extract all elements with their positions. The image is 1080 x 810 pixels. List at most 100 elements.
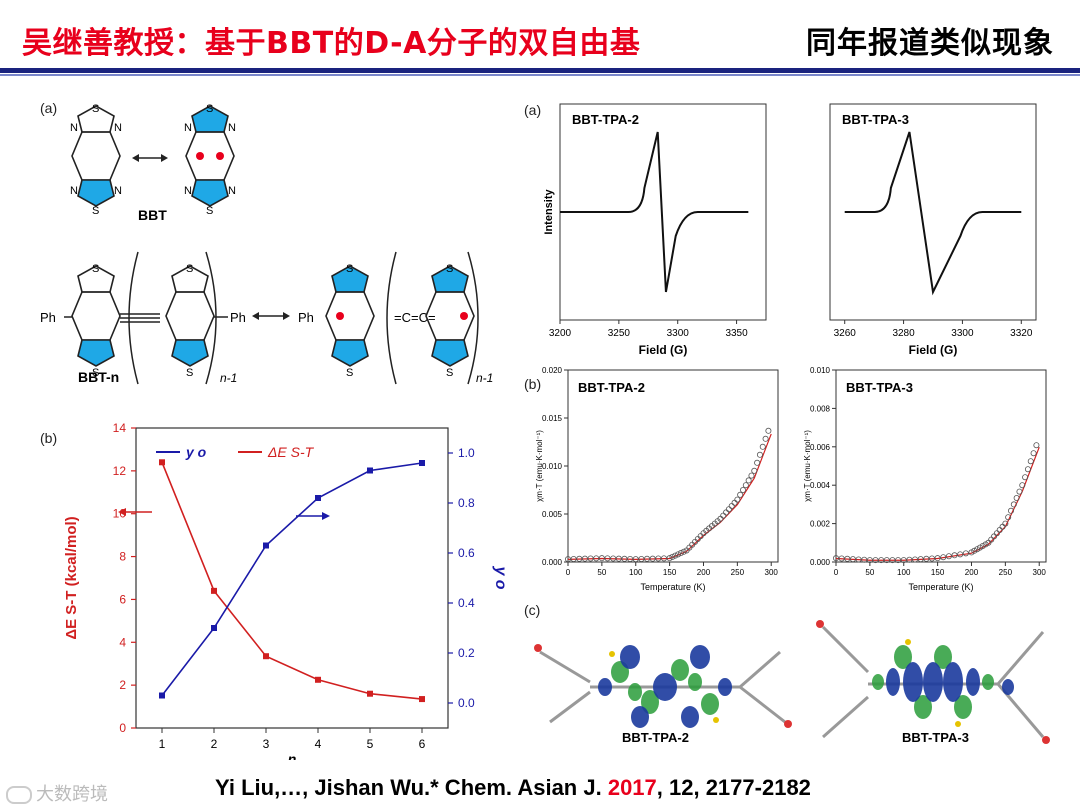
left-tick-label: 14	[113, 421, 127, 435]
data-point	[615, 555, 622, 562]
x-axis-label: Field (G)	[909, 343, 958, 357]
data-point	[1019, 482, 1026, 489]
data-point	[906, 556, 913, 563]
data-point	[861, 556, 868, 563]
x-tick-label: 100	[629, 568, 643, 577]
citation-volume-pages: , 12, 2177-2182	[656, 775, 811, 800]
atom-s-label: S	[186, 263, 193, 275]
atom-n-label: N	[228, 185, 236, 197]
data-point	[928, 555, 935, 562]
x-tick-label: 3350	[725, 328, 748, 339]
chi-t-plot-bbt-tpa-3: BBT-TPA-3 0.000 0.002 0.004 0.006 0.008 0.010 0…	[803, 366, 1047, 592]
plot-frame	[567, 369, 779, 563]
data-point	[1002, 520, 1009, 527]
atom-s-label: S	[206, 103, 213, 115]
bbt-structures: N N S N N S N N S N N S BBT S S Ph	[40, 103, 493, 385]
data-point	[1013, 494, 1020, 501]
data-point	[957, 551, 964, 558]
repeat-label: n-1	[220, 371, 237, 385]
chi-t-plot-bbt-tpa-2: BBT-TPA-2 0.000 0.005 0.010 0.015 0.020 0 50 100…	[535, 366, 779, 592]
x-tick-label: 3300	[667, 328, 690, 339]
x-axis-label: Field (G)	[639, 343, 688, 357]
data-point	[666, 555, 673, 562]
left-tick-label: 4	[119, 635, 126, 649]
legend-label-dest: ΔE S-T	[267, 444, 315, 460]
data-point	[649, 555, 656, 562]
data-point	[833, 555, 840, 562]
orbital-image-bbt-tpa-2	[534, 644, 792, 728]
data-point	[610, 555, 617, 562]
orbital-label-left: BBT-TPA-2	[622, 730, 689, 745]
left-axis-label: ΔE S-T (kcal/mol)	[63, 516, 80, 639]
bbt-label: BBT	[138, 207, 167, 223]
x-tick-label: 150	[931, 568, 945, 577]
atom-s-label: S	[446, 263, 453, 275]
data-point	[581, 555, 588, 562]
slide-header: 吴继善教授：基于BBT的D-A分子的双自由基 同年报道类似现象	[0, 0, 1080, 76]
data-point	[756, 451, 763, 458]
data-point	[866, 557, 873, 564]
citation-authors: Yi Liu,…, Jishan Wu.* Chem. Asian J.	[215, 775, 608, 800]
fit-line	[567, 433, 772, 560]
data-point	[945, 553, 952, 560]
y-tick-label: 0.010	[542, 462, 563, 471]
data-point	[838, 555, 845, 562]
left-tick-label: 2	[119, 678, 126, 692]
resonance-arrow	[132, 154, 168, 162]
x-tick-label: 3320	[1010, 328, 1033, 339]
cumulene-label: =C=C=	[394, 310, 436, 325]
data-point	[677, 550, 684, 557]
data-point	[565, 556, 572, 563]
x-tick-label: 50	[597, 568, 606, 577]
data-point-yo	[263, 542, 269, 549]
plot-title: BBT-TPA-2	[572, 112, 639, 127]
y-axis-label: Intensity	[543, 189, 555, 235]
data-point	[731, 499, 738, 506]
x-tick-label: 6	[419, 737, 426, 751]
right-tick-label: 0.2	[458, 646, 475, 660]
series-line-dest	[161, 461, 423, 700]
data-point	[849, 556, 856, 563]
epr-signal-line	[560, 131, 749, 293]
data-point	[720, 512, 727, 519]
atom-s-label: S	[346, 367, 353, 379]
data-point	[680, 548, 687, 555]
data-point	[889, 557, 896, 564]
x-tick-label: 3300	[951, 328, 974, 339]
panel-label-c-right: (c)	[524, 602, 541, 618]
plot-frame	[135, 427, 449, 729]
x-tick-label: 0	[566, 568, 571, 577]
data-point	[675, 551, 682, 558]
right-tick-label: 0.8	[458, 496, 475, 510]
data-point	[570, 555, 577, 562]
atom-s-label: S	[346, 263, 353, 275]
left-tick-label: 0	[119, 721, 126, 735]
data-point-yo	[159, 692, 165, 699]
data-point	[900, 557, 907, 564]
data-point	[734, 496, 741, 503]
x-tick-label: 5	[367, 737, 374, 751]
data-point	[1022, 474, 1029, 481]
repeat-label: n-1	[476, 371, 493, 385]
atom-s-label: S	[92, 367, 99, 379]
axis-arrow-right-head	[322, 512, 330, 520]
resonance-arrow	[252, 312, 290, 320]
data-point-dest	[315, 676, 321, 683]
watermark-logo-icon	[6, 786, 32, 804]
panel-label-b-left: (b)	[40, 430, 58, 446]
left-tick-label: 6	[119, 592, 126, 606]
right-tick-label: 0.4	[458, 596, 475, 610]
slide-title: 吴继善教授：基于BBT的D-A分子的双自由基	[22, 26, 641, 61]
data-point	[638, 555, 645, 562]
x-tick-label: 3250	[608, 328, 631, 339]
y-tick-label: 0.010	[810, 366, 831, 375]
x-tick-label: 0	[834, 568, 839, 577]
x-tick-label: 250	[999, 568, 1013, 577]
atom-s-label: S	[446, 367, 453, 379]
atom-n-label: N	[114, 122, 122, 134]
data-point-dest	[419, 696, 425, 703]
data-point	[728, 502, 735, 509]
data-point	[1005, 514, 1012, 521]
data-point-dest	[159, 459, 165, 466]
data-point	[1033, 442, 1040, 449]
